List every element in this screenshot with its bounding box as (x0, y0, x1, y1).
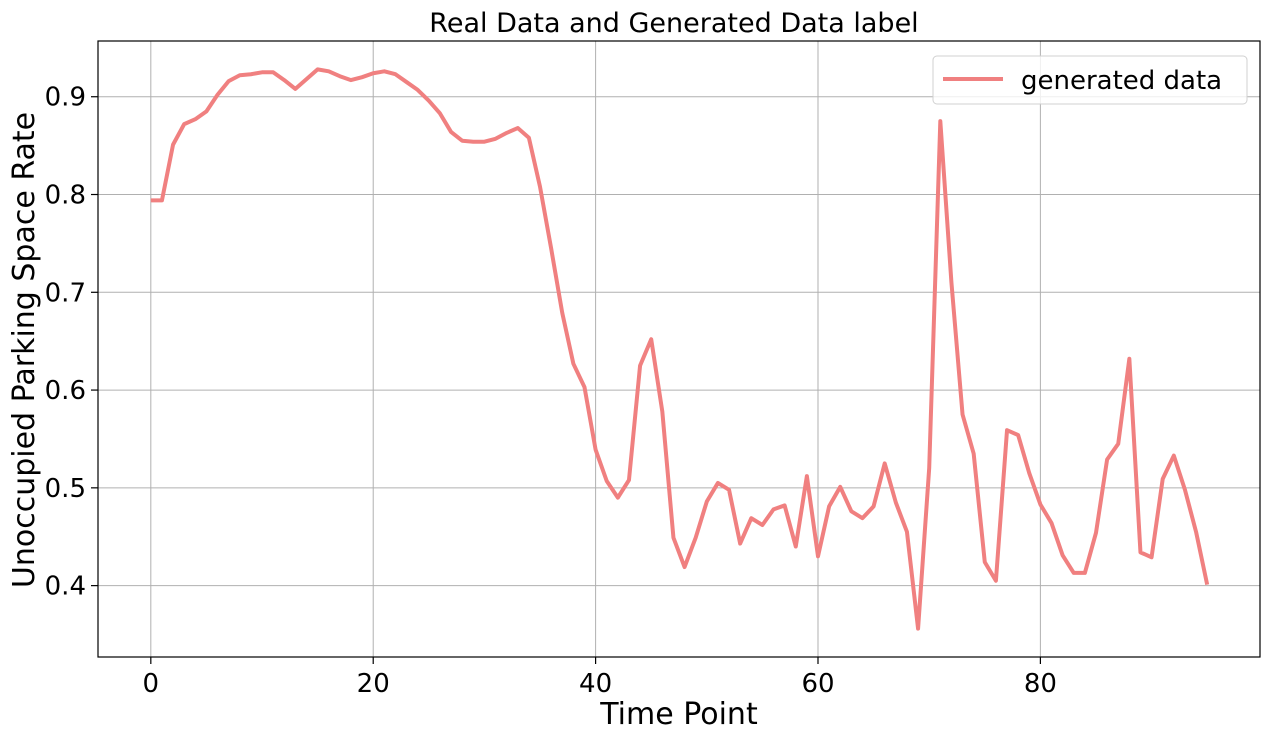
y-tick-label: 0.8 (45, 181, 86, 211)
x-axis-label: Time Point (599, 697, 758, 732)
x-tick-label: 80 (1024, 669, 1057, 699)
y-tick-label: 0.5 (45, 474, 86, 504)
series-layer (150, 67, 1210, 631)
plot-frame (97, 40, 1261, 658)
x-tick-label: 20 (357, 669, 390, 699)
y-axis-ticks: 0.4 0.5 0.6 0.7 0.8 0.9 (45, 83, 98, 602)
y-tick-label: 0.4 (45, 572, 86, 602)
y-tick-label: 0.6 (45, 376, 86, 406)
legend-box (932, 55, 1248, 105)
x-tick-label: 0 (143, 669, 160, 699)
series-line-generated-data (150, 67, 1210, 631)
x-tick-label: 60 (801, 669, 834, 699)
x-axis-ticks: 0 20 40 60 80 (143, 657, 1057, 699)
legend: generated data (932, 55, 1248, 105)
y-tick-label: 0.9 (45, 83, 86, 113)
chart-title: Real Data and Generated Data label (429, 8, 918, 39)
y-axis-label: Unoccupied Parking Space Rate (7, 112, 42, 588)
x-tick-label: 40 (579, 669, 612, 699)
gridlines (98, 41, 1260, 657)
legend-label-generated-data: generated data (1021, 66, 1222, 96)
y-tick-label: 0.7 (45, 278, 86, 308)
